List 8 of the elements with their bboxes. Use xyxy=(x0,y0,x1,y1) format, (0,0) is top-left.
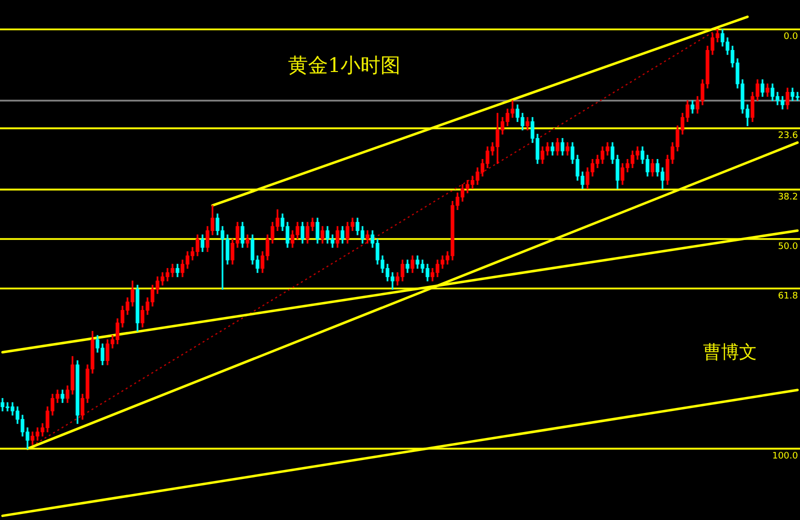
ref-line-label: 100.0 xyxy=(772,452,798,462)
annotation: 曹博文 xyxy=(703,342,757,363)
text: 黄金1小时图 xyxy=(288,53,401,77)
ref-line-label: 61.8 xyxy=(778,291,798,302)
ref-line-label: 0.0 xyxy=(784,32,798,42)
ref-line-label: 23.6 xyxy=(778,131,798,142)
ref-line-label: 50.0 xyxy=(778,242,798,252)
ref-line-label: 38.2 xyxy=(778,192,798,202)
